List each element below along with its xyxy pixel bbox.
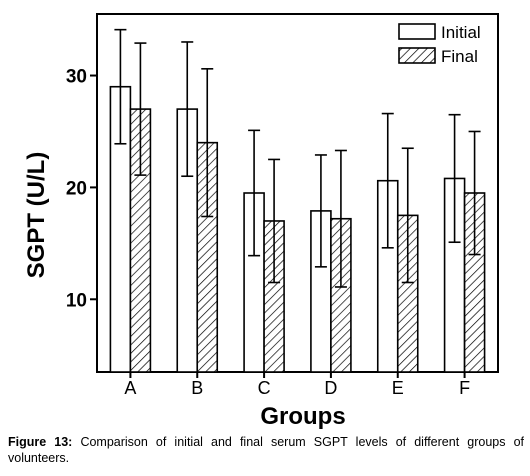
legend-label-final: Final bbox=[441, 47, 478, 66]
x-category-label: D bbox=[324, 378, 337, 398]
y-tick-label: 10 bbox=[66, 290, 87, 311]
x-category-label: E bbox=[392, 378, 404, 398]
x-category-label: B bbox=[191, 378, 203, 398]
y-tick-label: 30 bbox=[66, 67, 87, 88]
y-tick-label: 20 bbox=[66, 178, 87, 199]
caption-label: Figure 13: bbox=[8, 435, 73, 449]
legend-swatch-initial bbox=[398, 23, 436, 40]
x-category-label: F bbox=[459, 378, 470, 398]
x-category-label: C bbox=[258, 378, 271, 398]
x-categories-layer: A B C D E F bbox=[124, 372, 470, 398]
caption-text: Comparison of initial and final serum SG… bbox=[8, 435, 524, 465]
legend: Initial Final bbox=[398, 23, 481, 66]
x-category-label: A bbox=[124, 378, 136, 398]
legend-label-initial: Initial bbox=[441, 23, 481, 42]
bars-layer bbox=[109, 28, 486, 373]
y-axis-title: SGPT (U/L) bbox=[23, 152, 50, 279]
bar-chart: 10 20 30 A B C D E F Groups SGPT (U/L) Initial F… bbox=[23, 13, 499, 430]
plot-frame bbox=[96, 13, 499, 373]
figure-caption: Figure 13: Comparison of initial and fin… bbox=[8, 434, 524, 466]
plot-border bbox=[96, 13, 499, 373]
legend-swatch-final bbox=[398, 47, 436, 64]
y-ticks-layer: 10 20 30 bbox=[66, 67, 97, 311]
x-axis-title: Groups bbox=[260, 403, 345, 430]
